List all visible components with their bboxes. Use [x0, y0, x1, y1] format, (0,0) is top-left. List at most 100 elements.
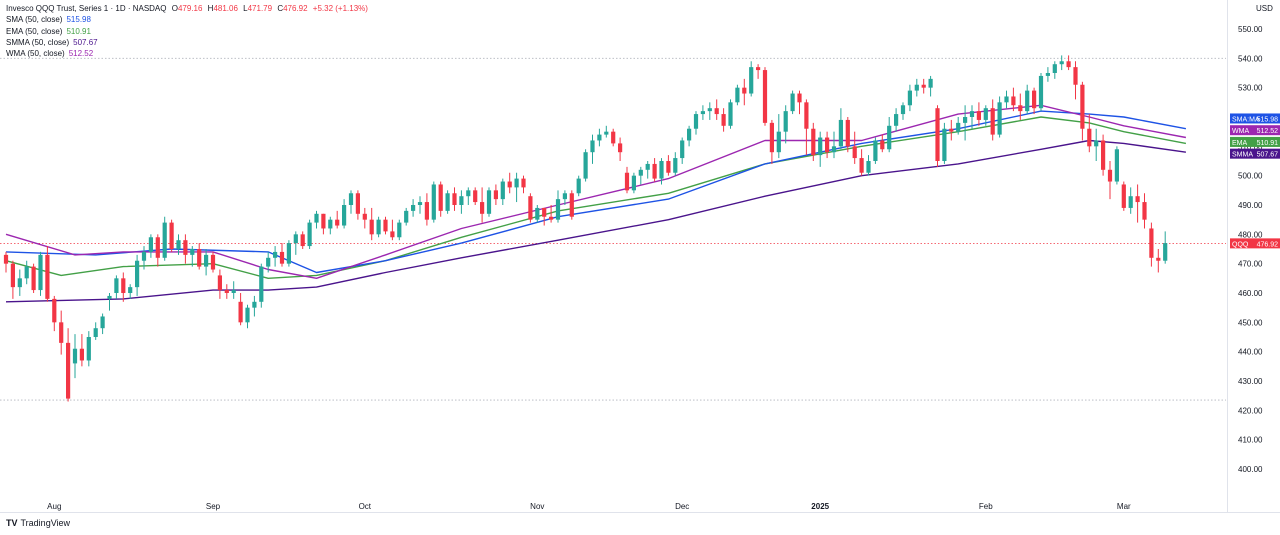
candle	[631, 172, 636, 194]
candle-body	[183, 240, 188, 255]
candle-body	[562, 193, 567, 200]
candle-body	[197, 249, 202, 267]
ma-badge: SMMA 507.67	[1230, 148, 1280, 159]
badge-value: 510.91	[1257, 140, 1279, 147]
candle	[210, 251, 216, 273]
candle	[17, 269, 22, 296]
candle-body	[845, 119, 850, 147]
candle-body	[749, 67, 754, 94]
indicator-sma[interactable]: SMA (50, close) 515.98	[6, 14, 368, 25]
candle-body	[141, 251, 147, 261]
candle	[307, 219, 312, 249]
candle	[245, 304, 250, 329]
candle-body	[611, 131, 616, 144]
low-label: L	[243, 4, 248, 13]
candle	[735, 84, 740, 106]
candle-body	[355, 193, 360, 214]
candle-body	[452, 193, 457, 205]
candle	[1149, 222, 1154, 267]
badge-bg	[1230, 136, 1280, 147]
candle	[328, 216, 333, 235]
indicator-ema[interactable]: EMA (50, close) 510.91	[6, 26, 368, 37]
candle-body	[631, 175, 636, 191]
candle	[555, 190, 561, 223]
candle	[155, 234, 160, 267]
watermark-text: TradingView	[20, 518, 71, 528]
candle	[24, 260, 29, 285]
candle-body	[680, 140, 685, 159]
candle-body	[204, 254, 209, 267]
candle	[452, 187, 457, 211]
candle	[1059, 55, 1064, 71]
candle	[866, 155, 871, 176]
candle	[197, 243, 202, 270]
candle-body	[673, 158, 678, 173]
candle-body	[769, 122, 774, 153]
candle	[742, 78, 747, 106]
candle	[348, 190, 354, 214]
candle-body	[500, 181, 505, 200]
candle	[535, 205, 540, 223]
candle	[1142, 193, 1147, 229]
candle-body	[404, 210, 409, 223]
candle	[514, 172, 519, 203]
badge-value: 507.67	[1257, 152, 1279, 159]
candle-body	[1080, 84, 1085, 129]
candle-body	[1156, 257, 1161, 261]
candle	[859, 149, 864, 176]
candle	[790, 90, 795, 115]
candle-body	[618, 143, 623, 153]
candle	[1073, 61, 1078, 100]
x-tick-label: Nov	[530, 502, 544, 511]
candle-body	[638, 169, 643, 176]
candle-body	[1135, 196, 1140, 203]
candle-body	[293, 234, 298, 244]
candle	[417, 196, 423, 214]
candle	[700, 105, 705, 120]
y-tick-label: 450.00	[1238, 318, 1263, 327]
candle	[549, 205, 554, 223]
candle-body	[700, 111, 705, 115]
candle	[963, 105, 968, 141]
candle	[624, 166, 630, 194]
candle	[259, 263, 264, 308]
candle-body	[286, 243, 291, 264]
candle	[956, 117, 961, 135]
candle-body	[535, 207, 540, 220]
tradingview-watermark: TV TradingView	[6, 518, 70, 528]
candle-body	[914, 84, 919, 91]
indicator-smma[interactable]: SMMA (50, close) 507.67	[6, 37, 368, 48]
ema-line	[5, 116, 1187, 279]
candle-body	[894, 114, 899, 126]
candle-body	[735, 87, 740, 103]
candle	[756, 64, 761, 79]
candle-body	[831, 146, 837, 153]
candle	[72, 334, 78, 379]
candle	[969, 105, 975, 129]
indicator-value: 510.91	[66, 26, 91, 36]
candle	[645, 161, 650, 179]
candle-body	[825, 137, 830, 153]
candle-body	[480, 202, 485, 214]
candle-body	[514, 178, 519, 188]
y-tick-label: 480.00	[1238, 230, 1263, 239]
candle-body	[997, 102, 1002, 135]
indicator-label: SMA (50, close)	[6, 15, 63, 25]
candle-body	[266, 257, 271, 267]
candle-body	[1059, 61, 1064, 65]
y-tick-label: 460.00	[1238, 289, 1263, 298]
candle-body	[1163, 243, 1168, 261]
candle	[383, 216, 388, 235]
candle	[1011, 87, 1016, 112]
candle-body	[762, 70, 768, 123]
candle	[983, 105, 988, 126]
candle	[1156, 249, 1161, 273]
candle	[128, 284, 133, 299]
badge-value: 515.98	[1257, 116, 1279, 123]
candle-body	[887, 125, 892, 150]
candle-body	[721, 114, 726, 126]
candle	[942, 122, 947, 164]
currency-label: USD	[1256, 4, 1273, 13]
indicator-wma[interactable]: WMA (50, close) 512.52	[6, 48, 368, 59]
